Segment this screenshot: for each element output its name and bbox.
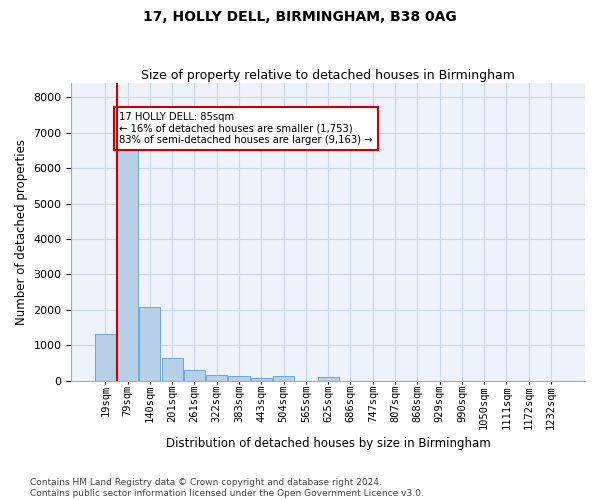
Bar [229,376,250,381]
Text: Contains HM Land Registry data © Crown copyright and database right 2024.
Contai: Contains HM Land Registry data © Crown c… [30,478,424,498]
Y-axis label: Number of detached properties: Number of detached properties [15,139,28,325]
Bar [273,376,294,381]
Bar [139,307,160,381]
Bar [206,375,227,381]
Text: 17, HOLLY DELL, BIRMINGHAM, B38 0AG: 17, HOLLY DELL, BIRMINGHAM, B38 0AG [143,10,457,24]
Bar [317,377,339,381]
X-axis label: Distribution of detached houses by size in Birmingham: Distribution of detached houses by size … [166,437,491,450]
Bar [184,370,205,381]
Bar [95,334,116,381]
Title: Size of property relative to detached houses in Birmingham: Size of property relative to detached ho… [141,69,515,82]
Bar [251,378,272,381]
Bar [117,147,138,381]
Bar [161,358,183,381]
Text: 17 HOLLY DELL: 85sqm
← 16% of detached houses are smaller (1,753)
83% of semi-de: 17 HOLLY DELL: 85sqm ← 16% of detached h… [119,112,373,144]
